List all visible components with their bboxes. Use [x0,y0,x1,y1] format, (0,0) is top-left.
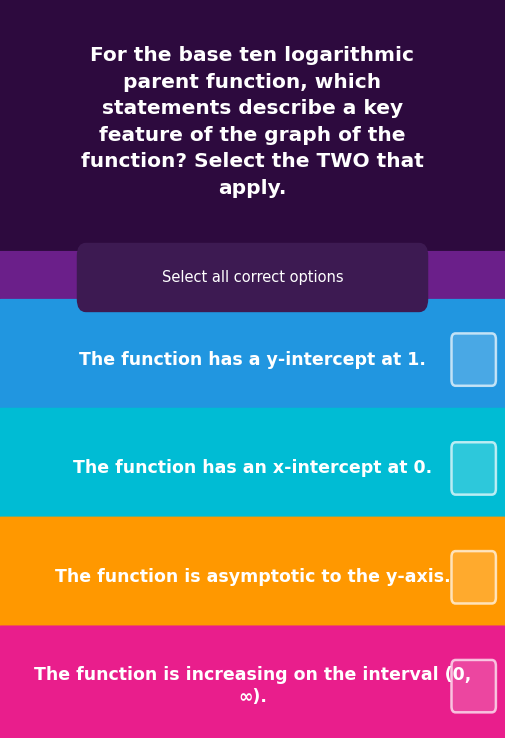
FancyBboxPatch shape [77,243,428,312]
Text: The function is increasing on the interval (0,
∞).: The function is increasing on the interv… [34,666,471,706]
FancyBboxPatch shape [451,442,496,494]
Text: The function has a y-intercept at 1.: The function has a y-intercept at 1. [79,351,426,368]
FancyBboxPatch shape [451,551,496,604]
Text: For the base ten logarithmic
parent function, which
statements describe a key
fe: For the base ten logarithmic parent func… [81,46,424,198]
FancyBboxPatch shape [0,0,505,251]
FancyBboxPatch shape [451,660,496,712]
FancyBboxPatch shape [0,408,505,529]
FancyBboxPatch shape [0,299,505,421]
Text: The function is asymptotic to the y-axis.: The function is asymptotic to the y-axis… [55,568,450,586]
FancyBboxPatch shape [0,517,505,638]
FancyBboxPatch shape [0,626,505,738]
Text: Select all correct options: Select all correct options [162,270,343,285]
FancyBboxPatch shape [451,334,496,386]
Text: The function has an x-intercept at 0.: The function has an x-intercept at 0. [73,460,432,477]
